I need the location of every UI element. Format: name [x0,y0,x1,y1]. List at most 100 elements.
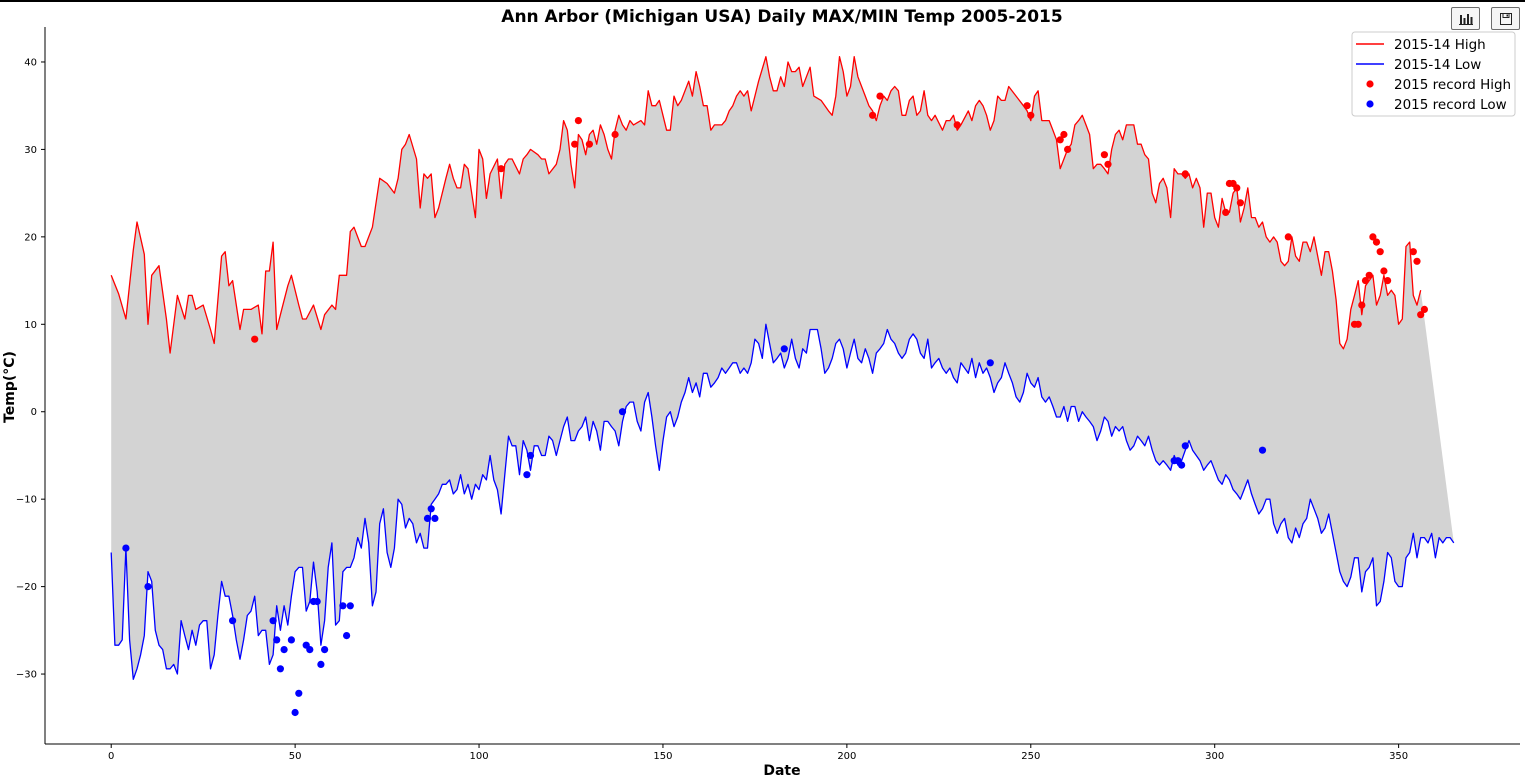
point-2015-record-high [1420,305,1428,313]
y-tick-label: 20 [24,232,37,243]
point-2015-record-low [346,602,354,610]
chart-title: Ann Arbor (Michigan USA) Daily MAX/MIN T… [501,7,1062,27]
point-2015-record-high [1365,271,1373,279]
x-axis-label: Date [763,763,800,778]
y-tick-label: −30 [16,670,37,681]
point-2015-record-high [953,121,961,129]
point-2015-record-low [427,505,435,513]
point-2015-record-high [1417,311,1425,319]
point-2015-record-low [343,632,351,640]
point-2015-record-low [276,665,284,673]
point-2015-record-low [1258,446,1267,454]
legend-marker-2015-record-high [1366,80,1374,88]
x-tick-label: 100 [469,751,488,762]
point-2015-record-low [317,660,325,669]
point-2015-record-high [1284,233,1292,241]
fill-between-area [111,56,1454,680]
point-2015-record-high [251,335,259,343]
point-2015-record-high [574,117,583,125]
floppy-disk-icon [1499,12,1512,25]
download-button[interactable] [1491,7,1520,30]
point-2015-record-high [1023,102,1031,110]
point-2015-record-low [1181,442,1189,450]
x-tick-label: 150 [653,751,672,762]
point-2015-record-low [618,408,627,416]
legend: 2015-14 High 2015-14 Low 2015 record High 2… [1351,31,1516,117]
point-2015-record-high [1236,199,1244,207]
point-2015-record-high [1027,111,1035,119]
point-2015-record-low [313,597,321,606]
point-2015-record-low [144,583,152,591]
top-border [0,0,1525,2]
point-2015-record-low [986,359,994,367]
y-tick-label: −20 [16,582,37,593]
x-tick-label: 200 [837,751,856,762]
point-2015-record-high [1104,160,1112,168]
bar-chart-icon [1458,13,1473,25]
x-tick-label: 50 [289,751,302,762]
point-2015-record-low [287,636,295,644]
legend-label-2015-14-low: 2015-14 Low [1394,57,1481,73]
point-2015-record-high [1233,184,1241,192]
y-tick-label: 40 [24,57,37,68]
point-2015-record-low [280,646,288,654]
x-tick-label: 250 [1021,751,1040,762]
point-2015-record-high [611,130,619,139]
point-2015-record-high [1358,301,1366,309]
legend-label-2015-14-high: 2015-14 High [1394,37,1486,53]
point-2015-record-high [1056,136,1064,144]
point-2015-record-high [1384,277,1392,285]
point-2015-record-high [1369,233,1377,241]
point-2015-record-high [1361,277,1370,285]
record-points [122,92,1428,717]
point-2015-record-high [1380,267,1388,275]
point-2015-record-low [229,617,237,625]
point-2015-record-high [1100,151,1108,159]
point-2015-record-high [585,140,594,148]
point-2015-record-high [1060,130,1068,139]
legend-marker-2015-record-low [1366,100,1374,108]
point-2015-record-low [291,708,299,717]
axes [44,27,1520,745]
point-2015-record-high [1222,208,1230,216]
series-lines [110,56,1455,680]
point-2015-record-high [1409,248,1417,256]
legend-label-2015-record-high: 2015 record High [1394,77,1511,93]
point-2015-record-low [431,514,439,523]
point-2015-record-low [122,544,130,552]
point-2015-record-high [1372,238,1381,246]
series-line-2015-14-high [110,56,1422,354]
point-2015-record-high [1064,145,1072,153]
point-2015-record-high [869,111,877,119]
x-tick-label: 300 [1205,751,1224,762]
point-2015-record-low [339,602,347,610]
point-2015-record-low [423,514,432,523]
point-2015-record-low [526,451,535,460]
point-2015-record-low [523,471,531,479]
toggle-chart-button[interactable] [1451,7,1480,30]
point-2015-record-low [269,617,277,625]
point-2015-record-high [1376,248,1384,256]
point-2015-record-low [321,646,329,654]
point-2015-record-high [571,140,579,148]
y-tick-label: −10 [16,495,37,506]
point-2015-record-high [1413,257,1421,265]
point-2015-record-low [1178,461,1186,469]
point-2015-record-high [497,165,505,173]
point-2015-record-low [306,646,314,654]
y-axis-label: Temp(°C) [2,351,18,423]
ticks: 0 50 100 150 200 250 300 350 −30 −20 −10 0 10 20 30 40 [16,57,1408,762]
y-tick-label: 30 [24,145,37,156]
temperature-range-fill [111,56,1454,680]
point-2015-record-low [273,636,281,644]
point-2015-record-high [1181,170,1189,178]
x-tick-label: 350 [1389,751,1408,762]
y-tick-label: 10 [24,320,37,331]
point-2015-record-high [876,92,884,100]
x-tick-label: 0 [108,751,114,762]
point-2015-record-low [295,689,303,697]
point-2015-record-high [1354,320,1362,328]
legend-box [1351,31,1516,117]
series-line-2015-14-low [110,323,1455,680]
